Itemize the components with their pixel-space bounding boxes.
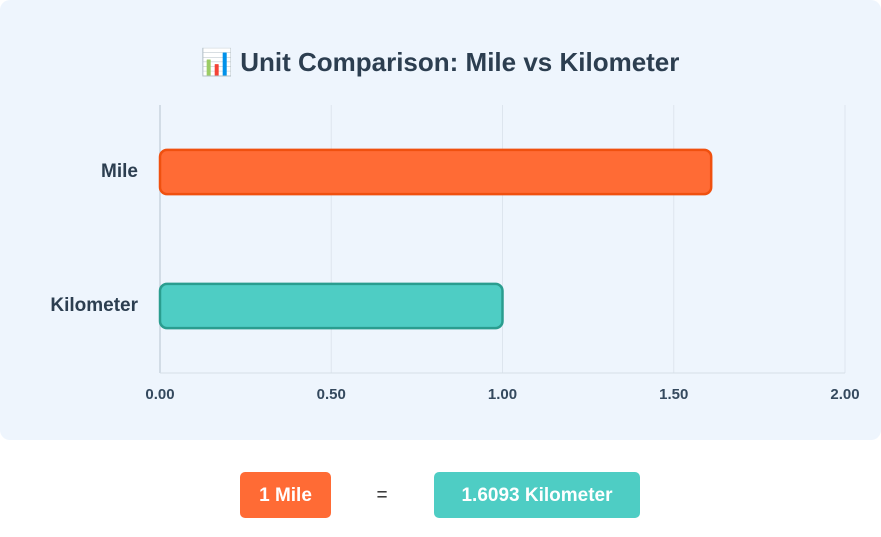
- chart-panel: [0, 0, 881, 440]
- x-tick-label: 2.00: [830, 386, 859, 403]
- x-tick-label: 0.50: [317, 386, 346, 403]
- badge-text: 1.6093 Kilometer: [461, 485, 613, 506]
- chart-title: 📊 Unit Comparison: Mile vs Kilometer: [201, 47, 680, 77]
- badge: [240, 472, 331, 518]
- x-tick-label: 1.50: [659, 386, 688, 403]
- bar: [158, 282, 504, 330]
- y-tick-label: Kilometer: [50, 295, 138, 316]
- x-tick-label: 1.00: [488, 386, 517, 403]
- equals-sign: =: [376, 485, 387, 506]
- x-tick-label: 0.00: [145, 386, 174, 403]
- bar: [158, 148, 713, 196]
- badge-text: 1 Mile: [259, 485, 312, 506]
- y-tick-label: Mile: [101, 161, 138, 182]
- plot-area: 0.00 0.50 1.00 1.50 2.00 Mile Kilometer: [50, 105, 860, 403]
- badge: [434, 472, 640, 518]
